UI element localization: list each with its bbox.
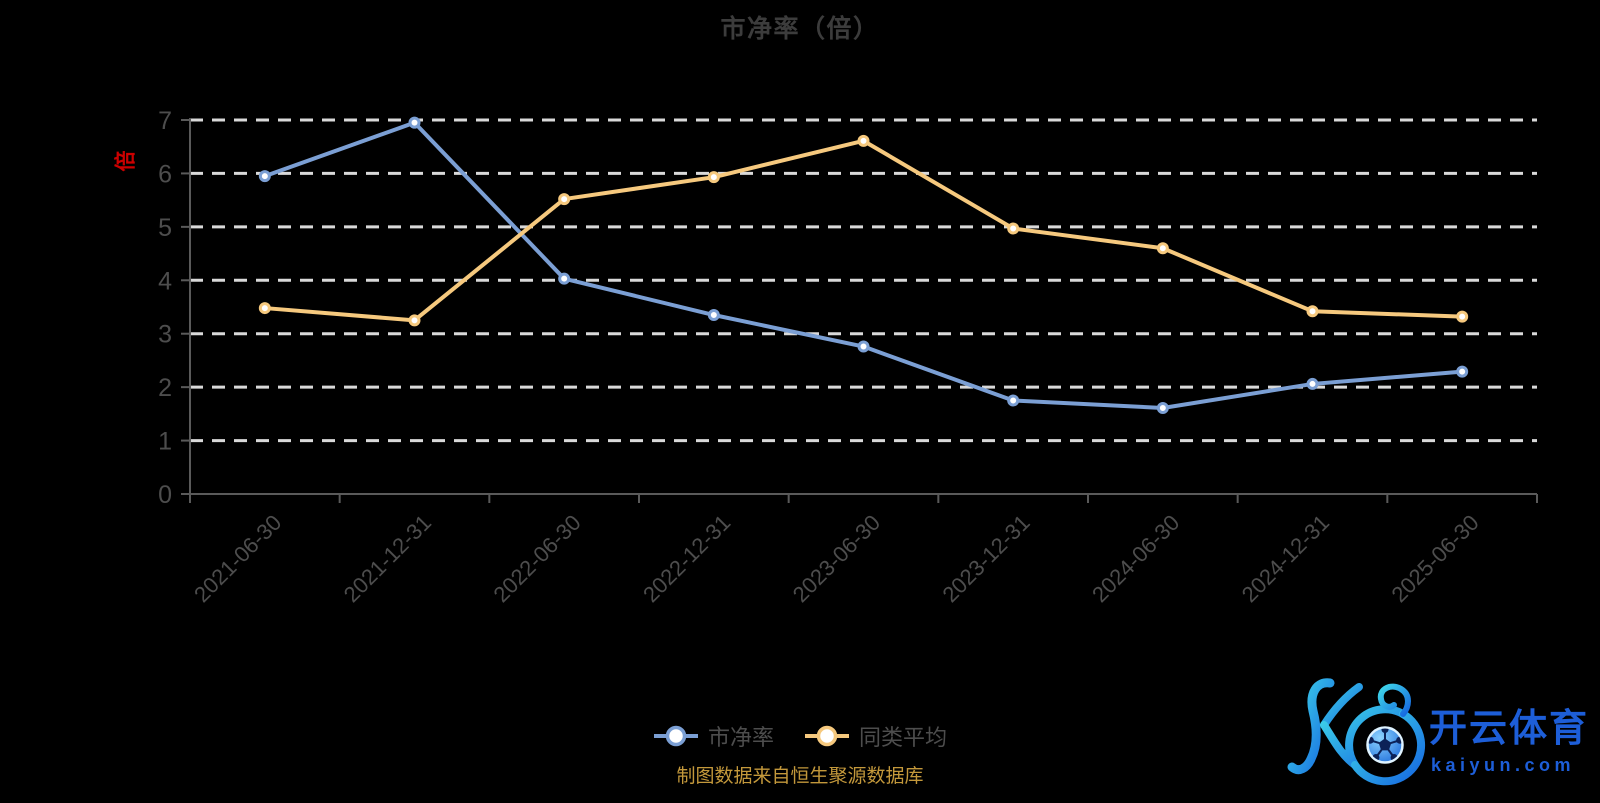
y-tick-label: 3 — [158, 321, 172, 349]
legend-item-peer-average[interactable]: 同类平均 — [804, 720, 947, 752]
k-logo-mark — [1287, 678, 1426, 786]
watermark: 开云体育 kaiyun.com — [1283, 661, 1598, 798]
data-point-1[interactable] — [408, 314, 421, 327]
x-tick-label: 2025-06-30 — [1386, 510, 1483, 607]
data-point-1[interactable] — [1456, 310, 1469, 323]
data-point-0[interactable] — [408, 116, 421, 129]
series-line-0 — [262, 120, 1465, 410]
data-point-0[interactable] — [857, 340, 870, 353]
line-circle-marker-icon — [653, 725, 698, 747]
series-line-1 — [262, 138, 1465, 323]
data-point-0[interactable] — [707, 309, 720, 322]
x-tick-label: 2022-06-30 — [488, 510, 585, 607]
x-tick-label: 2023-06-30 — [788, 510, 885, 607]
x-tick-label: 2023-12-31 — [937, 510, 1034, 607]
data-point-1[interactable] — [707, 171, 720, 184]
legend-label: 市净率 — [707, 725, 774, 750]
source-note: 制图数据来自恒生聚源数据库 — [676, 766, 924, 787]
data-point-1[interactable] — [1306, 305, 1319, 318]
y-tick-label: 1 — [158, 428, 172, 456]
x-tick-label: 2024-06-30 — [1087, 510, 1184, 607]
data-point-0[interactable] — [1156, 401, 1169, 414]
data-point-1[interactable] — [558, 193, 571, 206]
line-circle-marker-icon — [805, 725, 849, 747]
data-point-1[interactable] — [258, 302, 271, 315]
legend-label: 同类平均 — [859, 725, 948, 750]
legend: 市净率 同类平均 — [0, 720, 1600, 752]
data-point-0[interactable] — [1456, 365, 1469, 378]
legend-item-pb-ratio[interactable]: 市净率 — [653, 720, 774, 752]
x-tick-label: 2022-12-31 — [638, 510, 735, 607]
watermark-brand-text: 开云体育 — [1429, 708, 1589, 750]
x-tick-label: 2021-06-30 — [189, 510, 286, 607]
y-tick-label: 7 — [158, 107, 172, 135]
data-point-0[interactable] — [1007, 394, 1020, 407]
data-point-0[interactable] — [1306, 377, 1319, 390]
data-point-1[interactable] — [1007, 222, 1020, 235]
soccer-ball-icon — [1366, 726, 1404, 764]
y-tick-label: 2 — [158, 374, 172, 402]
data-point-1[interactable] — [857, 134, 870, 147]
kaiyun-logo: 开云体育 kaiyun.com — [1287, 678, 1589, 786]
x-tick-label: 2021-12-31 — [339, 510, 436, 607]
data-point-1[interactable] — [1156, 242, 1169, 255]
y-tick-label: 6 — [158, 160, 172, 188]
data-point-0[interactable] — [558, 272, 571, 285]
y-tick-label: 5 — [158, 214, 172, 242]
y-tick-label: 0 — [158, 481, 172, 509]
data-point-0[interactable] — [258, 170, 271, 183]
y-tick-label: 4 — [158, 267, 172, 295]
x-tick-label: 2024-12-31 — [1237, 510, 1334, 607]
watermark-domain-text: kaiyun.com — [1431, 755, 1575, 775]
chart-title: 市净率（倍） — [720, 15, 880, 43]
